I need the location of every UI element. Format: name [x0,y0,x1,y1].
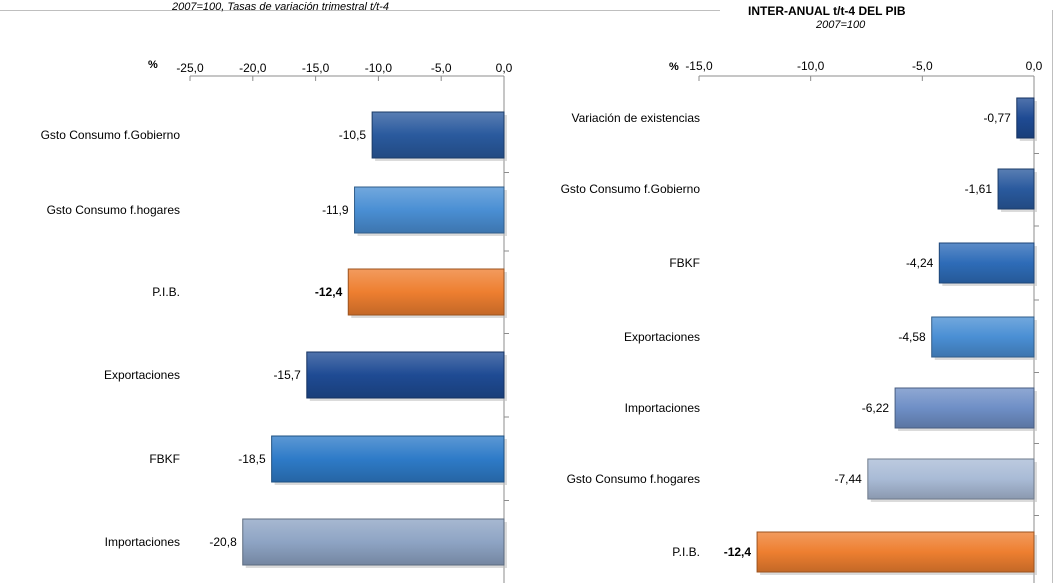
bar-value-label: -4,24 [906,256,934,270]
bar-value-label: -7,44 [834,472,862,486]
category-label: Importaciones [625,401,700,415]
category-label: P.I.B. [672,545,700,559]
bar [997,168,1035,210]
category-label: Gsto Consumo f.Gobierno [41,128,181,142]
bar-value-label: -10,5 [339,128,367,142]
right-chart-title: INTER-ANUAL t/t-4 DEL PIB [748,4,906,18]
left-chart-unit-label: % [148,59,158,71]
bar [306,351,505,399]
category-label: FBKF [669,256,700,270]
bar-value-label: -15,7 [273,368,301,382]
bar-value-label: -4,58 [898,330,926,344]
bar [271,435,505,483]
x-tick-label: -25,0 [176,61,204,75]
x-tick-label: -20,0 [239,61,267,75]
bar-value-label: -12,4 [724,545,752,559]
category-label: Importaciones [105,535,180,549]
category-label: Gsto Consumo f.hogares [47,203,180,217]
x-tick-label: -5,0 [431,61,452,75]
bar-value-label: -1,61 [965,182,993,196]
bar [756,531,1035,573]
bar [894,387,1035,429]
right-chart-unit-label: % [669,61,679,73]
bar-value-label: -20,8 [209,535,237,549]
bar [371,111,505,159]
x-tick-label: -15,0 [302,61,330,75]
bar [1016,97,1035,139]
category-label: Gsto Consumo f.Gobierno [561,182,701,196]
category-label: Exportaciones [104,368,180,382]
x-tick-label: 0,0 [496,61,513,75]
x-tick-label: 0,0 [1026,59,1043,73]
category-label: Gsto Consumo f.hogares [567,472,700,486]
x-tick-label: -10,0 [365,61,393,75]
bar [347,268,505,316]
category-label: Exportaciones [624,330,700,344]
top-frame-line-right [540,10,720,11]
bar [242,518,505,566]
bar-value-label: -11,9 [322,203,349,217]
right-chart-subtitle: 2007=100 [816,19,866,31]
bar-value-label: -18,5 [238,452,266,466]
bar [354,186,505,234]
bar [931,316,1035,358]
bar [938,242,1035,284]
bar-value-label: -0,77 [983,111,1011,125]
category-label: FBKF [149,452,180,466]
bar-value-label: -12,4 [315,285,343,299]
x-tick-label: -10,0 [797,59,825,73]
bar-value-label: -6,22 [862,401,890,415]
left-chart-subtitle: 2007=100, Tasas de variación trimestral … [172,1,389,13]
right-frame-line [1052,10,1053,583]
top-frame-line [0,10,540,11]
x-tick-label: -15,0 [685,59,713,73]
x-tick-label: -5,0 [912,59,933,73]
category-label: P.I.B. [152,285,180,299]
bar [867,458,1035,500]
category-label: Variación de existencias [571,111,700,125]
